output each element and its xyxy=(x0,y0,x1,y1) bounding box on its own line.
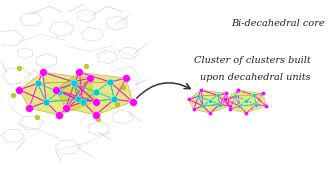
Polygon shape xyxy=(198,95,220,106)
Polygon shape xyxy=(225,90,238,99)
Polygon shape xyxy=(95,99,133,115)
Polygon shape xyxy=(74,78,96,102)
Polygon shape xyxy=(66,102,95,115)
Polygon shape xyxy=(254,95,266,106)
Polygon shape xyxy=(203,105,220,113)
Polygon shape xyxy=(59,99,96,115)
Polygon shape xyxy=(217,95,230,106)
Polygon shape xyxy=(46,99,78,115)
Polygon shape xyxy=(79,72,126,82)
Text: Bi-decahedral core: Bi-decahedral core xyxy=(231,19,325,28)
Polygon shape xyxy=(74,82,96,102)
Polygon shape xyxy=(56,90,96,102)
Polygon shape xyxy=(210,105,230,113)
Polygon shape xyxy=(188,90,201,99)
Polygon shape xyxy=(246,105,266,113)
Text: Cluster of clusters built: Cluster of clusters built xyxy=(194,56,311,65)
Polygon shape xyxy=(19,72,43,90)
Polygon shape xyxy=(56,90,83,108)
Text: upon decahedral units: upon decahedral units xyxy=(200,73,311,82)
Polygon shape xyxy=(188,96,203,106)
Polygon shape xyxy=(240,105,256,113)
Polygon shape xyxy=(110,78,133,102)
Polygon shape xyxy=(110,82,133,102)
Polygon shape xyxy=(198,90,217,96)
Polygon shape xyxy=(225,99,240,109)
Polygon shape xyxy=(201,90,226,95)
Polygon shape xyxy=(19,84,46,102)
Polygon shape xyxy=(38,72,74,84)
Polygon shape xyxy=(38,82,78,102)
Polygon shape xyxy=(254,93,266,106)
Polygon shape xyxy=(217,93,230,106)
Polygon shape xyxy=(74,82,114,102)
Polygon shape xyxy=(19,90,46,108)
Polygon shape xyxy=(225,96,240,106)
Polygon shape xyxy=(56,84,83,102)
Polygon shape xyxy=(83,99,114,115)
Polygon shape xyxy=(74,72,110,84)
Polygon shape xyxy=(235,95,256,106)
Polygon shape xyxy=(56,72,79,90)
Polygon shape xyxy=(235,90,254,96)
Polygon shape xyxy=(230,106,246,113)
Polygon shape xyxy=(194,106,210,113)
Polygon shape xyxy=(43,72,90,82)
Polygon shape xyxy=(29,102,59,115)
Polygon shape xyxy=(238,90,263,95)
Polygon shape xyxy=(188,99,203,109)
